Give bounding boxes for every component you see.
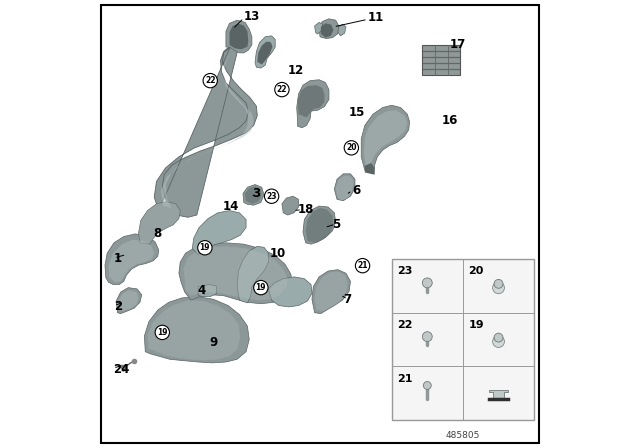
Polygon shape — [192, 211, 246, 254]
Text: 21: 21 — [397, 374, 413, 383]
Circle shape — [155, 325, 170, 340]
Text: 12: 12 — [288, 64, 304, 78]
Text: 11: 11 — [368, 11, 384, 25]
Polygon shape — [161, 55, 253, 208]
Polygon shape — [315, 271, 348, 311]
Text: 14: 14 — [222, 199, 239, 213]
Polygon shape — [139, 202, 180, 244]
Polygon shape — [334, 174, 355, 201]
Polygon shape — [230, 24, 248, 49]
Polygon shape — [148, 300, 240, 360]
Text: 9: 9 — [209, 336, 217, 349]
Text: 4: 4 — [197, 284, 205, 297]
Text: 2: 2 — [114, 300, 122, 313]
Polygon shape — [282, 196, 298, 215]
Polygon shape — [255, 36, 275, 68]
Polygon shape — [118, 290, 139, 311]
Polygon shape — [237, 246, 269, 303]
Text: 3: 3 — [252, 187, 260, 200]
Text: 23: 23 — [266, 192, 277, 201]
Polygon shape — [312, 270, 351, 314]
Text: 23: 23 — [397, 266, 412, 276]
Bar — [392, 259, 534, 420]
Circle shape — [422, 332, 432, 341]
Circle shape — [493, 282, 504, 294]
Polygon shape — [306, 208, 333, 243]
Text: 19: 19 — [255, 283, 266, 292]
Polygon shape — [226, 20, 252, 53]
Circle shape — [198, 241, 212, 255]
Text: 22: 22 — [205, 76, 216, 85]
Polygon shape — [365, 163, 374, 175]
Polygon shape — [116, 288, 141, 314]
Polygon shape — [315, 22, 323, 34]
Text: 8: 8 — [154, 227, 161, 241]
Text: 6: 6 — [352, 184, 360, 197]
Circle shape — [494, 280, 503, 289]
Polygon shape — [105, 234, 159, 284]
Polygon shape — [303, 206, 336, 244]
Polygon shape — [364, 110, 407, 166]
Text: 16: 16 — [442, 113, 458, 127]
Polygon shape — [297, 80, 329, 128]
Text: 20: 20 — [468, 266, 484, 276]
Polygon shape — [145, 297, 249, 363]
Text: 21: 21 — [357, 261, 368, 270]
Polygon shape — [139, 202, 180, 244]
Bar — [422, 45, 460, 75]
Polygon shape — [257, 42, 273, 65]
Text: 24: 24 — [113, 363, 129, 376]
Polygon shape — [298, 85, 324, 117]
Text: 13: 13 — [244, 10, 260, 23]
Circle shape — [355, 258, 370, 273]
Polygon shape — [243, 185, 264, 205]
Circle shape — [203, 73, 218, 88]
Polygon shape — [179, 243, 292, 304]
Text: 7: 7 — [344, 293, 352, 306]
Polygon shape — [361, 105, 410, 173]
Polygon shape — [338, 24, 346, 36]
Polygon shape — [244, 186, 262, 204]
Circle shape — [344, 141, 358, 155]
Circle shape — [253, 280, 268, 295]
Polygon shape — [319, 19, 339, 39]
Polygon shape — [489, 390, 508, 398]
Polygon shape — [269, 277, 312, 307]
Text: 1: 1 — [114, 251, 122, 265]
Text: 15: 15 — [348, 106, 365, 120]
Text: 17: 17 — [450, 38, 466, 52]
Text: 20: 20 — [346, 143, 356, 152]
Text: 10: 10 — [270, 247, 286, 260]
Circle shape — [275, 82, 289, 97]
Text: 18: 18 — [298, 203, 314, 216]
Circle shape — [422, 278, 432, 288]
Polygon shape — [321, 23, 333, 38]
Polygon shape — [154, 43, 257, 217]
Polygon shape — [198, 284, 217, 297]
Text: 5: 5 — [332, 217, 340, 231]
Circle shape — [494, 333, 503, 342]
Text: 19: 19 — [200, 243, 210, 252]
Text: 19: 19 — [468, 320, 484, 330]
Circle shape — [423, 382, 431, 389]
Polygon shape — [336, 176, 353, 201]
Polygon shape — [109, 240, 154, 282]
Circle shape — [264, 189, 279, 203]
Circle shape — [493, 336, 504, 348]
Text: 19: 19 — [157, 328, 168, 337]
Text: 485805: 485805 — [445, 431, 480, 440]
Text: 22: 22 — [397, 320, 413, 330]
Polygon shape — [184, 246, 288, 300]
Text: 22: 22 — [276, 85, 287, 94]
